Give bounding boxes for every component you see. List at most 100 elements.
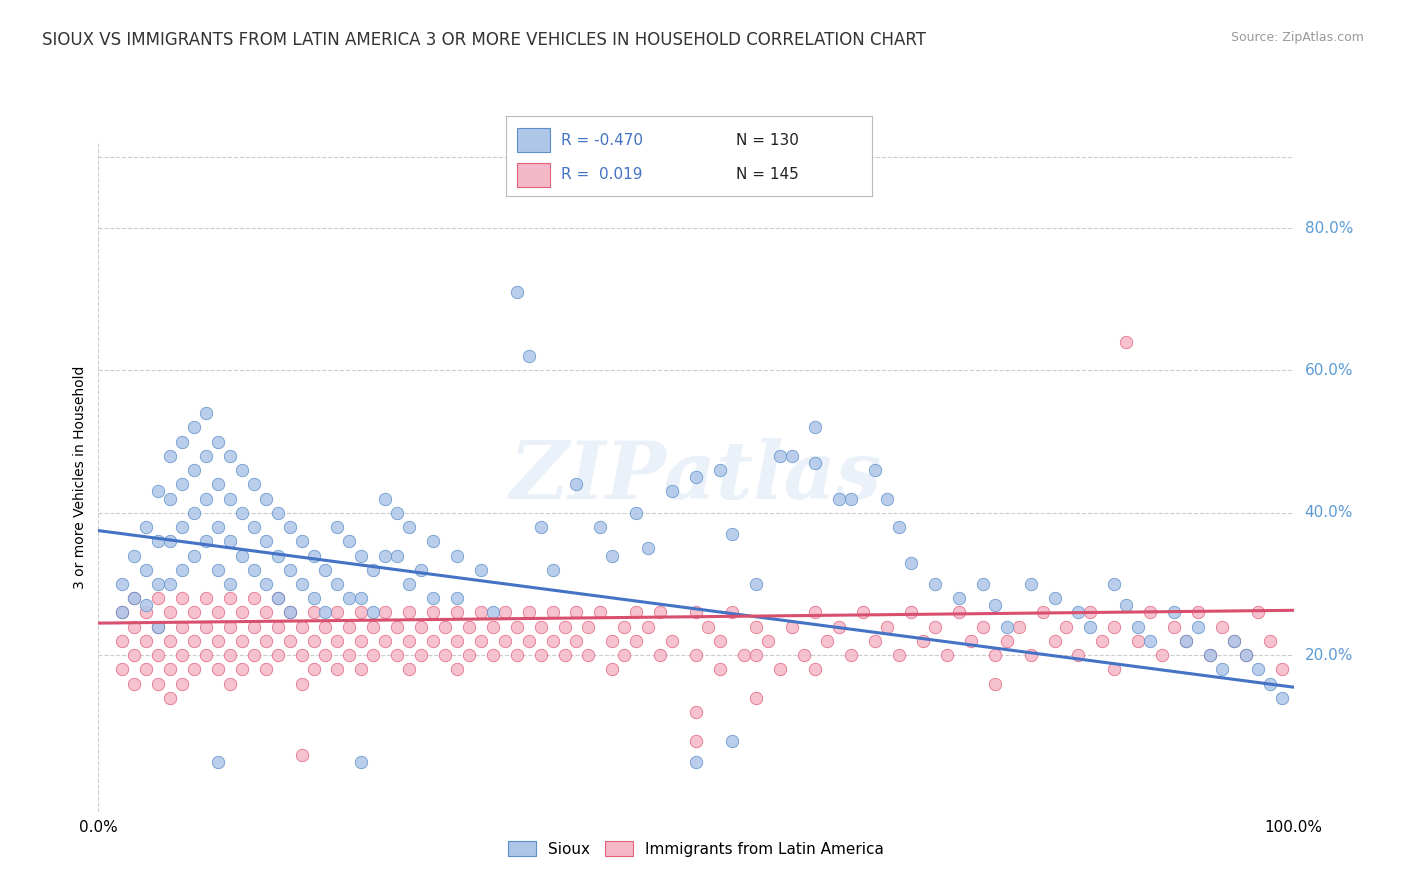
Point [207, 662, 229, 676]
FancyBboxPatch shape [517, 162, 550, 186]
Point [385, 549, 409, 563]
Point [398, 520, 420, 534]
Point [398, 577, 420, 591]
Point [243, 648, 266, 662]
Point [983, 676, 1005, 690]
Point [374, 634, 396, 648]
Point [159, 606, 181, 620]
Point [290, 620, 312, 634]
Point [685, 705, 707, 719]
Point [624, 634, 647, 648]
Point [1211, 662, 1233, 676]
Point [183, 420, 205, 434]
Point [422, 634, 444, 648]
Point [398, 634, 420, 648]
Point [863, 634, 886, 648]
Point [983, 599, 1005, 613]
Point [183, 606, 205, 620]
Point [159, 690, 181, 705]
Point [494, 634, 516, 648]
Point [243, 620, 266, 634]
Point [148, 676, 170, 690]
Point [231, 506, 253, 520]
Point [290, 534, 312, 549]
Point [111, 662, 134, 676]
Point [506, 285, 529, 300]
Point [267, 506, 290, 520]
Point [350, 591, 373, 606]
Point [1246, 662, 1268, 676]
Point [183, 634, 205, 648]
Point [302, 591, 325, 606]
Point [613, 620, 636, 634]
Point [1198, 648, 1220, 662]
Point [517, 606, 540, 620]
Point [745, 648, 768, 662]
Point [529, 620, 551, 634]
Point [159, 491, 181, 506]
Point [565, 477, 588, 491]
Point [900, 556, 922, 570]
Point [183, 549, 205, 563]
Point [983, 648, 1005, 662]
Point [363, 620, 385, 634]
Point [135, 563, 157, 577]
Point [194, 620, 217, 634]
Point [721, 606, 744, 620]
Point [624, 506, 647, 520]
Point [768, 449, 790, 463]
Point [207, 634, 229, 648]
Point [207, 434, 229, 449]
Point [207, 477, 229, 491]
Point [745, 690, 768, 705]
Point [148, 577, 170, 591]
Point [733, 648, 755, 662]
Point [529, 648, 551, 662]
Point [1080, 606, 1102, 620]
Point [337, 591, 360, 606]
Point [852, 606, 875, 620]
Point [374, 549, 396, 563]
Point [111, 634, 134, 648]
Point [517, 634, 540, 648]
Point [385, 620, 409, 634]
Point [1102, 662, 1125, 676]
Point [267, 620, 290, 634]
FancyBboxPatch shape [517, 128, 550, 152]
Point [172, 591, 194, 606]
Point [506, 620, 529, 634]
Legend: Sioux, Immigrants from Latin America: Sioux, Immigrants from Latin America [501, 833, 891, 864]
Point [350, 755, 373, 769]
Point [422, 591, 444, 606]
Point [290, 747, 312, 762]
Point [470, 634, 492, 648]
Point [481, 606, 505, 620]
Point [290, 648, 312, 662]
Point [541, 563, 564, 577]
Point [411, 620, 433, 634]
Point [1043, 591, 1066, 606]
Point [411, 648, 433, 662]
Point [172, 563, 194, 577]
Point [1187, 620, 1209, 634]
Point [148, 620, 170, 634]
Point [1234, 648, 1257, 662]
Point [721, 733, 744, 747]
Point [231, 606, 253, 620]
Point [148, 591, 170, 606]
Point [648, 606, 672, 620]
Point [815, 634, 838, 648]
Point [159, 634, 181, 648]
Point [972, 577, 994, 591]
Point [219, 648, 242, 662]
Point [541, 634, 564, 648]
Point [219, 449, 242, 463]
Point [1258, 676, 1281, 690]
Point [1019, 648, 1042, 662]
Point [159, 534, 181, 549]
Point [124, 648, 146, 662]
Point [159, 577, 181, 591]
Point [363, 648, 385, 662]
Point [374, 491, 396, 506]
Point [780, 620, 803, 634]
